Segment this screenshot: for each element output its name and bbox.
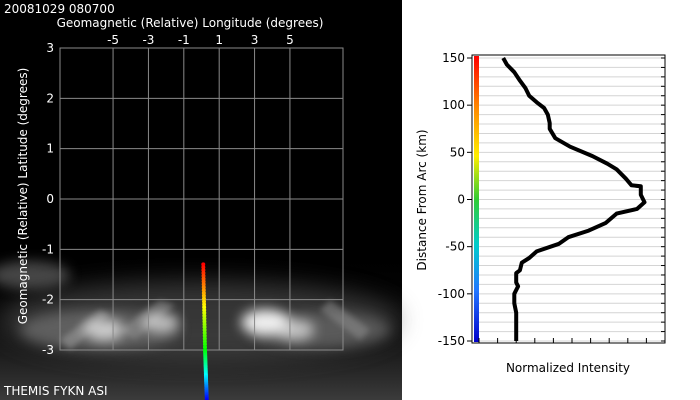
arc-track-point bbox=[202, 330, 207, 335]
arc-track-point bbox=[202, 328, 207, 333]
left-x-tick-label: 5 bbox=[286, 33, 294, 47]
arc-track-point bbox=[201, 262, 206, 267]
arc-track-point bbox=[202, 299, 207, 304]
arc-track-point bbox=[202, 316, 207, 321]
right-x-axis-label: Normalized Intensity bbox=[506, 361, 630, 375]
bright-spot bbox=[276, 319, 315, 341]
left-y-axis-label: Geomagnetic (Relative) Latitude (degrees… bbox=[16, 68, 30, 325]
right-y-tick-label: 100 bbox=[442, 98, 465, 112]
left-x-tick-label: 3 bbox=[251, 33, 259, 47]
arc-track-point bbox=[202, 325, 207, 330]
timestamp: 20081029 080700 bbox=[4, 2, 115, 16]
right-x-ticks bbox=[478, 338, 666, 343]
left-grid bbox=[59, 47, 344, 351]
left-x-tick-label: -5 bbox=[107, 33, 119, 47]
left-y-tick-label: 0 bbox=[46, 192, 54, 206]
right-grid bbox=[479, 57, 665, 342]
right-y-tick-label: -50 bbox=[445, 240, 465, 254]
arc-track-point bbox=[201, 279, 206, 284]
color-bar bbox=[474, 56, 479, 342]
arc-track-point bbox=[202, 313, 207, 318]
arc-track-point bbox=[201, 296, 206, 301]
left-x-tick-label: 1 bbox=[215, 33, 223, 47]
left-y-ticks: -3 -2 -1 0 1 2 3 bbox=[42, 41, 54, 357]
intensity-profile bbox=[501, 57, 647, 341]
arc-track-point bbox=[202, 333, 207, 338]
right-y-tick-label: 50 bbox=[450, 145, 465, 159]
right-y-tick-label: -100 bbox=[438, 287, 465, 301]
right-y-tick-label: -150 bbox=[438, 334, 465, 348]
right-y-tick-label: 0 bbox=[457, 193, 465, 207]
arc-track-point bbox=[201, 265, 206, 270]
left-y-tick-label: -2 bbox=[42, 293, 54, 307]
bright-spots bbox=[84, 309, 315, 341]
left-x-tick-label: -3 bbox=[142, 33, 154, 47]
arc-track-point bbox=[201, 270, 206, 275]
left-x-axis-label: Geomagnetic (Relative) Longitude (degree… bbox=[57, 16, 324, 30]
arc-track-point bbox=[202, 302, 207, 307]
arc-track-point bbox=[202, 345, 207, 350]
left-y-tick-label: 1 bbox=[46, 142, 54, 156]
arc-track-point bbox=[202, 305, 207, 310]
arc-track-point bbox=[202, 308, 207, 313]
arc-track-point bbox=[201, 282, 206, 287]
left-x-tick-label: -1 bbox=[178, 33, 190, 47]
footer-label: THEMIS FYKN ASI bbox=[3, 384, 108, 398]
arc-track-point bbox=[202, 310, 207, 315]
arc-track-point bbox=[201, 268, 206, 273]
arc-track-point bbox=[202, 339, 207, 344]
bright-spot bbox=[142, 312, 180, 333]
right-y-ticks: 150 100 50 0 -50 -100 -150 bbox=[438, 51, 472, 348]
right-y-axis-label: Distance From Arc (km) bbox=[415, 129, 429, 270]
intensity-profile-line bbox=[501, 57, 647, 341]
arc-track bbox=[201, 262, 209, 400]
arc-track-point bbox=[201, 273, 206, 278]
arc-track-point bbox=[201, 285, 206, 290]
right-y-tick-label: 150 bbox=[442, 51, 465, 65]
arc-track-point bbox=[201, 288, 206, 293]
arc-track-point bbox=[201, 276, 206, 281]
arc-track-point bbox=[201, 293, 206, 298]
arc-track-point bbox=[202, 319, 207, 324]
arc-track-point bbox=[201, 290, 206, 295]
left-x-ticks: -5 -3 -1 1 3 5 bbox=[107, 33, 294, 47]
arc-track-point bbox=[202, 336, 207, 341]
arc-track-point bbox=[202, 342, 207, 347]
left-y-tick-label: -3 bbox=[42, 343, 54, 357]
left-y-tick-label: 2 bbox=[46, 91, 54, 105]
bright-spot bbox=[84, 318, 125, 341]
left-y-tick-label: -1 bbox=[42, 242, 54, 256]
left-y-tick-label: 3 bbox=[46, 41, 54, 55]
arc-track-point bbox=[202, 322, 207, 327]
